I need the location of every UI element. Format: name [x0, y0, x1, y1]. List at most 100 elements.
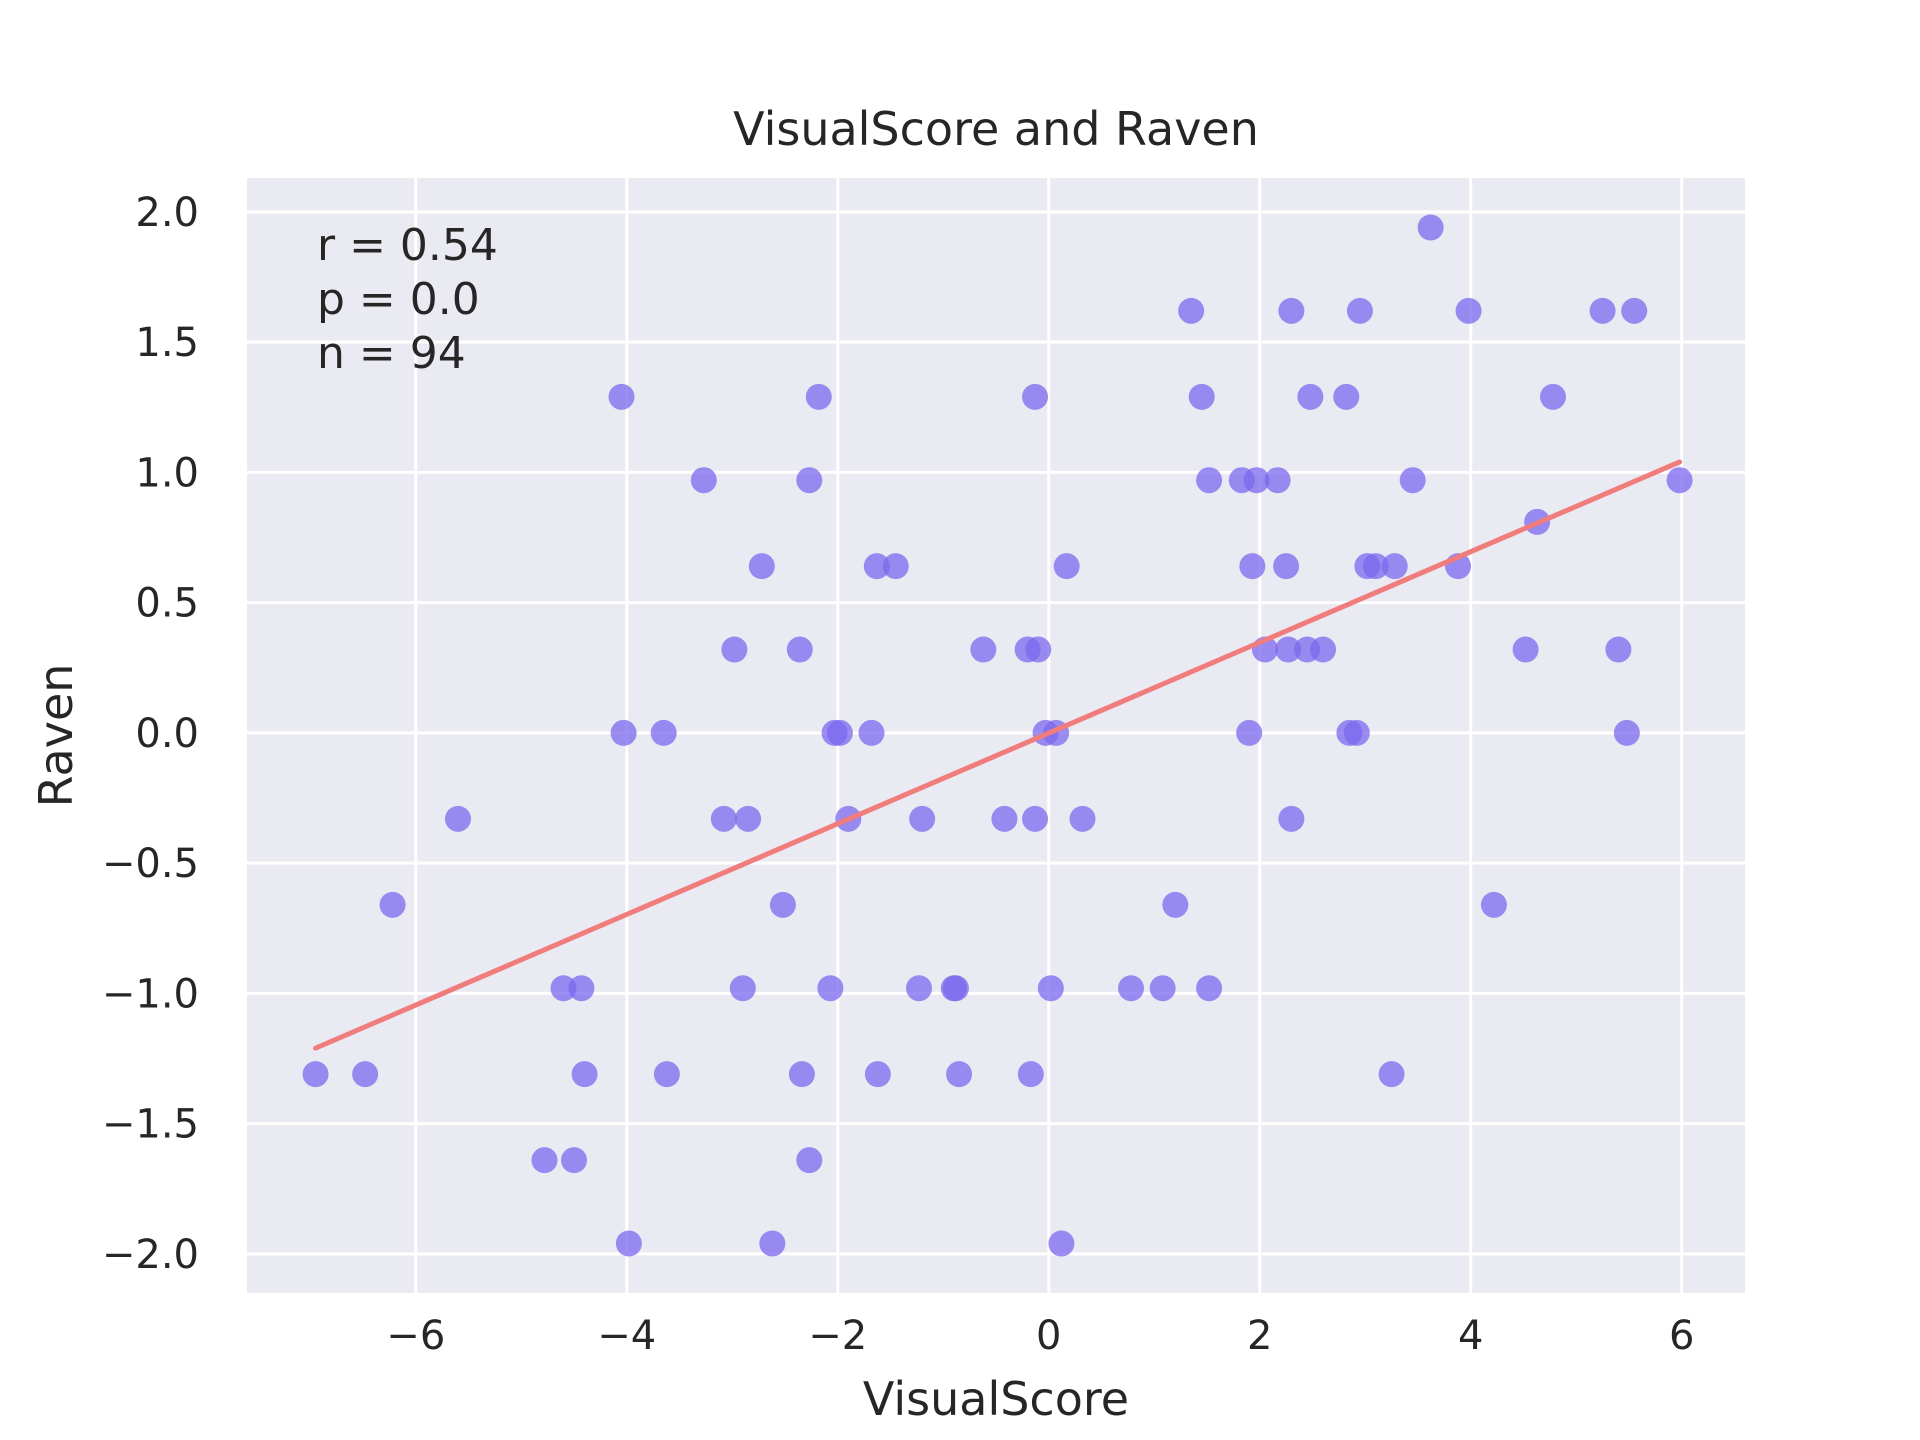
stat-p-annotation: p = 0.0: [317, 274, 480, 325]
y-tick-label: 2.0: [135, 190, 199, 236]
data-point: [1417, 214, 1444, 241]
data-point: [1264, 467, 1291, 494]
data-point: [991, 805, 1018, 832]
data-point: [1022, 383, 1049, 410]
data-point: [786, 636, 813, 663]
data-point: [710, 805, 737, 832]
data-point: [1236, 719, 1263, 746]
data-point: [610, 719, 637, 746]
data-point: [302, 1061, 329, 1088]
data-point: [1037, 975, 1064, 1002]
data-point: [608, 383, 635, 410]
data-point: [729, 975, 756, 1002]
y-tick-label: −2.0: [102, 1232, 199, 1278]
x-tick-label: 0: [1036, 1313, 1061, 1359]
data-point: [748, 553, 775, 580]
data-point: [1613, 719, 1640, 746]
data-point: [690, 467, 717, 494]
data-point: [1196, 975, 1223, 1002]
data-point: [1540, 383, 1567, 410]
data-point: [1149, 975, 1176, 1002]
data-point: [796, 1147, 823, 1174]
data-point: [863, 553, 890, 580]
y-tick-label: −1.0: [102, 971, 199, 1017]
data-point: [1278, 297, 1305, 324]
data-point: [561, 1147, 588, 1174]
data-point: [1178, 297, 1205, 324]
plot-background: [247, 178, 1745, 1293]
chart-title: VisualScore and Raven: [733, 102, 1259, 156]
data-point: [1381, 553, 1408, 580]
x-tick-label: −4: [597, 1313, 656, 1359]
data-point: [864, 1061, 891, 1088]
data-point: [650, 719, 677, 746]
data-point: [1069, 805, 1096, 832]
data-point: [1188, 383, 1215, 410]
data-point: [1346, 297, 1373, 324]
y-tick-label: −0.5: [102, 841, 199, 887]
data-point: [1399, 467, 1426, 494]
data-point: [1378, 1061, 1405, 1088]
data-point: [615, 1230, 642, 1257]
y-tick-label: −1.5: [102, 1102, 199, 1148]
data-point: [805, 383, 832, 410]
data-point: [1666, 467, 1693, 494]
data-point: [1273, 553, 1300, 580]
data-point: [1048, 1230, 1075, 1257]
data-point: [1621, 297, 1648, 324]
data-point: [882, 553, 909, 580]
data-point: [970, 636, 997, 663]
x-tick-label: −2: [808, 1313, 867, 1359]
data-point: [1275, 636, 1302, 663]
data-point: [817, 975, 844, 1002]
data-point: [1589, 297, 1616, 324]
data-point: [788, 1061, 815, 1088]
data-point: [1239, 553, 1266, 580]
data-point: [352, 1061, 379, 1088]
y-tick-label: 0.0: [135, 711, 199, 757]
data-point: [571, 1061, 598, 1088]
data-point: [909, 805, 936, 832]
data-point: [1196, 467, 1223, 494]
x-tick-label: 2: [1247, 1313, 1272, 1359]
y-tick-label: 1.0: [135, 450, 199, 496]
data-point: [1310, 636, 1337, 663]
data-point: [1162, 891, 1189, 918]
data-point: [942, 975, 969, 1002]
x-tick-label: 4: [1458, 1313, 1483, 1359]
x-tick-labels: −6 −4 −2 0 2 4 6: [386, 1313, 1694, 1359]
data-points: [302, 214, 1693, 1257]
y-tick-label: 1.5: [135, 320, 199, 366]
regression-line: [313, 459, 1683, 1051]
x-tick-label: −6: [386, 1313, 445, 1359]
data-point: [1512, 636, 1539, 663]
data-point: [550, 975, 577, 1002]
data-point: [946, 1061, 973, 1088]
data-point: [769, 891, 796, 918]
y-tick-label: 0.5: [135, 581, 199, 627]
data-point: [1480, 891, 1507, 918]
data-point: [721, 636, 748, 663]
data-point: [1297, 383, 1324, 410]
data-point: [1022, 805, 1049, 832]
y-axis-label: Raven: [29, 664, 83, 808]
data-point: [1025, 636, 1052, 663]
x-tick-label: 6: [1669, 1313, 1694, 1359]
data-point: [1343, 719, 1370, 746]
data-point: [1118, 975, 1145, 1002]
data-point: [653, 1061, 680, 1088]
data-point: [568, 975, 595, 1002]
data-point: [1605, 636, 1632, 663]
data-point: [1362, 553, 1389, 580]
y-tick-labels: −2.0 −1.5 −1.0 −0.5 0.0 0.5 1.0 1.5 2.0: [102, 190, 199, 1278]
data-point: [735, 805, 762, 832]
data-point: [905, 975, 932, 1002]
data-point: [858, 719, 885, 746]
data-point: [1278, 805, 1305, 832]
x-axis-label: VisualScore: [863, 1372, 1129, 1426]
data-point: [1243, 467, 1270, 494]
data-point: [759, 1230, 786, 1257]
data-point: [444, 805, 471, 832]
